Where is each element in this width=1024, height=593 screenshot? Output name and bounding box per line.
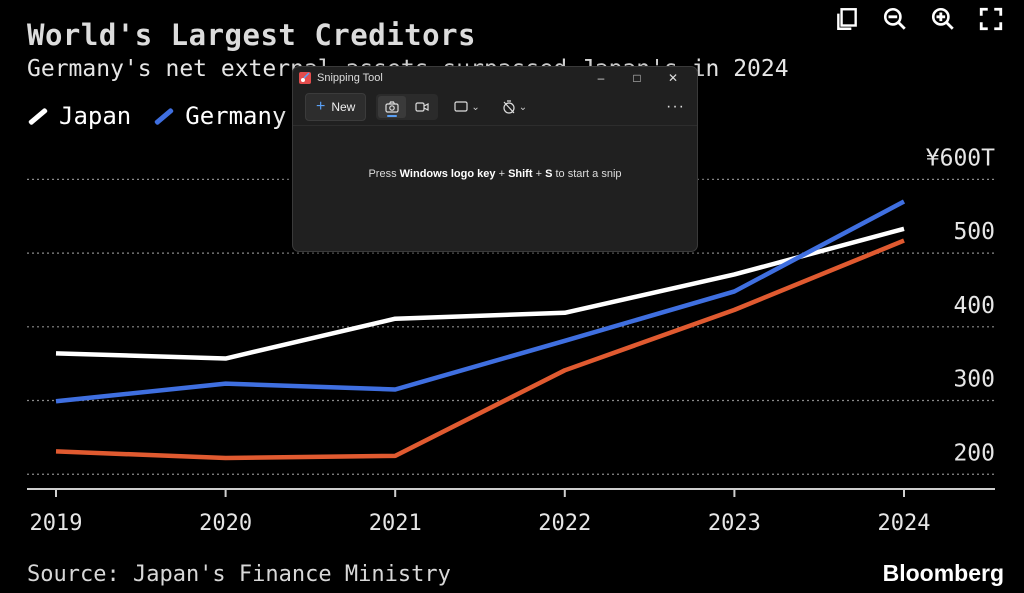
hint-prefix: Press [368, 168, 397, 180]
timer-off-icon [503, 100, 515, 114]
rectangle-snip-icon [454, 101, 468, 112]
screenshot-mode-button[interactable] [378, 96, 407, 118]
snip-instructions: Press Windows logo key + Shift + S to st… [293, 168, 697, 180]
close-icon[interactable]: ✕ [667, 71, 679, 85]
plus-icon: + [316, 98, 326, 115]
series-line-china [55, 238, 905, 461]
zoom-in-icon[interactable] [930, 6, 956, 32]
new-snip-label: New [331, 100, 356, 114]
snipping-tool-title: Snipping Tool [317, 72, 383, 84]
chart-source: Source: Japan's Finance Ministry [27, 562, 451, 587]
legend-label-germany: Germany [185, 102, 287, 130]
fullscreen-icon[interactable] [978, 6, 1004, 32]
y-tick-label: 300 [953, 367, 995, 393]
series-line-japan [55, 226, 905, 361]
x-tick-label: 2024 [878, 511, 931, 536]
legend-swatch-japan [27, 107, 49, 125]
legend-item-japan: Japan [27, 102, 131, 130]
hint-key-windows: Windows logo key [399, 168, 496, 180]
new-snip-button[interactable]: + New [305, 93, 367, 121]
brand-logo: Bloomberg [882, 560, 1004, 586]
legend-swatch-germany [154, 107, 175, 125]
snipping-tool-app-icon [299, 72, 311, 84]
series-line-germany [55, 199, 906, 404]
chevron-down-icon: ⌄ [518, 101, 528, 113]
capture-mode-group [376, 94, 439, 120]
legend-label-japan: Japan [59, 102, 132, 130]
hint-suffix: to start a snip [555, 168, 622, 180]
snipping-tool-window: Snipping Tool – □ ✕ + New ⌄ ⌄ ··· Press [292, 66, 698, 252]
x-tick-label: 2023 [708, 511, 761, 536]
y-tick-label: 200 [953, 440, 995, 466]
hint-key-shift: Shift [508, 168, 533, 180]
more-options-icon[interactable]: ··· [666, 98, 685, 115]
minimize-icon[interactable]: – [597, 71, 605, 85]
legend-item-germany: Germany [153, 102, 286, 130]
chevron-down-icon: ⌄ [471, 101, 480, 113]
x-tick-label: 2021 [369, 511, 422, 536]
video-camera-icon [415, 102, 429, 112]
chart-title: World's Largest Creditors [27, 18, 476, 52]
camera-icon [385, 101, 399, 113]
image-viewer-controls [834, 6, 1004, 32]
x-tick-label: 2019 [30, 511, 83, 536]
delay-dropdown[interactable]: ⌄ [496, 96, 533, 118]
maximize-icon[interactable]: □ [633, 71, 641, 85]
x-tick-label: 2020 [199, 511, 252, 536]
video-mode-button[interactable] [408, 96, 436, 118]
y-tick-label: ¥600T [926, 145, 995, 171]
legend: Japan Germany [27, 102, 286, 130]
copy-icon[interactable] [834, 6, 860, 32]
y-tick-label: 400 [953, 293, 995, 319]
y-tick-label: 500 [953, 219, 995, 245]
snip-shape-dropdown[interactable]: ⌄ [448, 96, 485, 118]
x-tick-label: 2022 [538, 511, 591, 536]
hint-plus: + [535, 168, 543, 180]
hint-plus: + [498, 168, 505, 180]
zoom-out-icon[interactable] [882, 6, 908, 32]
snipping-tool-toolbar: + New ⌄ ⌄ ··· [293, 89, 697, 126]
snipping-tool-titlebar: Snipping Tool – □ ✕ [293, 67, 697, 89]
hint-key-s: S [545, 168, 553, 180]
